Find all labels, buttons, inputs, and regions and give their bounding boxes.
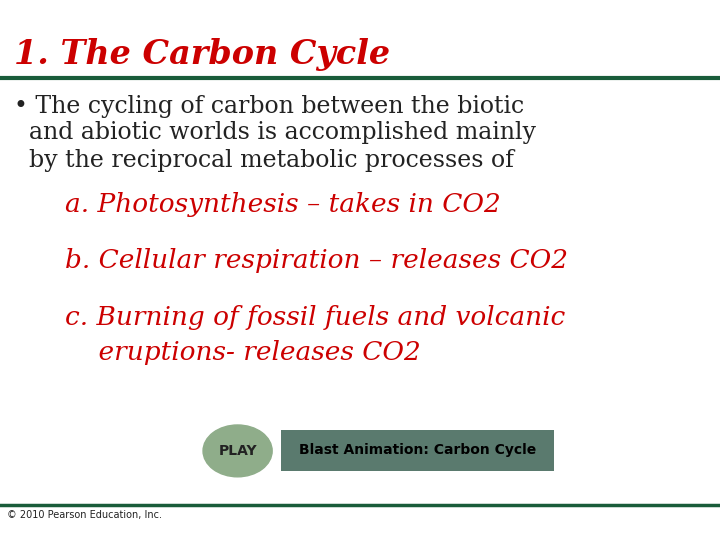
Text: eruptions- releases CO2: eruptions- releases CO2 bbox=[65, 340, 420, 365]
Text: b. Cellular respiration – releases CO2: b. Cellular respiration – releases CO2 bbox=[65, 248, 568, 273]
Text: by the reciprocal metabolic processes of: by the reciprocal metabolic processes of bbox=[14, 148, 514, 172]
Text: c. Burning of fossil fuels and volcanic: c. Burning of fossil fuels and volcanic bbox=[65, 305, 565, 330]
Circle shape bbox=[203, 425, 272, 477]
Text: a. Photosynthesis – takes in CO2: a. Photosynthesis – takes in CO2 bbox=[65, 192, 500, 217]
Text: and abiotic worlds is accomplished mainly: and abiotic worlds is accomplished mainl… bbox=[14, 122, 536, 145]
FancyBboxPatch shape bbox=[281, 430, 554, 471]
Text: PLAY: PLAY bbox=[218, 444, 257, 458]
Text: Blast Animation: Carbon Cycle: Blast Animation: Carbon Cycle bbox=[299, 443, 536, 457]
Text: © 2010 Pearson Education, Inc.: © 2010 Pearson Education, Inc. bbox=[7, 510, 162, 521]
Text: • The cycling of carbon between the biotic: • The cycling of carbon between the biot… bbox=[14, 94, 525, 118]
Text: 1. The Carbon Cycle: 1. The Carbon Cycle bbox=[14, 38, 390, 71]
